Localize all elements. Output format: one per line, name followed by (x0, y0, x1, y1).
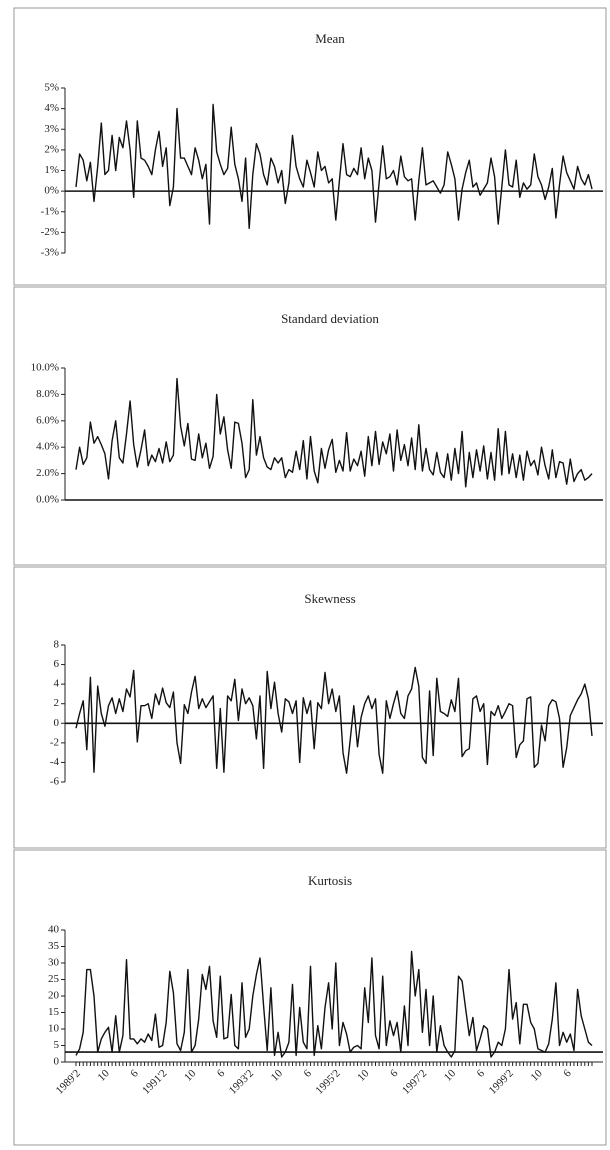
series-line (75, 103, 593, 229)
chart-title: Kurtosis (308, 873, 352, 888)
y-tick-label: 0 (54, 717, 60, 729)
x-tick-label: 6 (215, 1067, 228, 1080)
x-tick-label: 10 (442, 1067, 459, 1084)
y-tick-label: 5 (54, 1039, 60, 1051)
y-tick-label: -2% (41, 226, 59, 238)
y-tick-label: 4 (54, 678, 60, 690)
y-tick-label: 40 (48, 924, 60, 936)
y-tick-label: 2.0% (36, 467, 59, 479)
series-line (75, 950, 593, 1058)
y-tick-label: 5% (44, 82, 59, 94)
y-tick-label: 8 (54, 639, 60, 651)
x-tick-label: 6 (475, 1067, 488, 1080)
x-tick-label: 6 (388, 1067, 401, 1080)
x-tick-label: 10 (529, 1067, 546, 1084)
x-tick-label: 6 (128, 1067, 141, 1080)
x-tick-label: 1991'2 (140, 1067, 169, 1096)
x-tick-label: 1989'2 (54, 1067, 83, 1096)
x-tick-label: 1995'2 (313, 1067, 342, 1096)
chart-title: Standard deviation (281, 311, 379, 326)
y-tick-label: 15 (48, 1006, 60, 1018)
y-tick-label: 4% (44, 102, 59, 114)
x-tick-label: 1993'2 (227, 1067, 256, 1096)
y-tick-label: 10 (48, 1023, 60, 1035)
y-tick-label: 0% (44, 185, 59, 197)
y-tick-label: 4.0% (36, 441, 59, 453)
y-tick-label: 35 (48, 940, 60, 952)
y-tick-label: 10.0% (31, 362, 59, 374)
y-tick-label: -3% (41, 247, 59, 259)
x-tick-label: 10 (355, 1067, 372, 1084)
y-tick-label: -1% (41, 205, 59, 217)
series-line (75, 377, 593, 488)
chart-title: Mean (315, 31, 345, 46)
y-tick-label: 3% (44, 123, 59, 135)
y-tick-label: 0.0% (36, 494, 59, 506)
y-tick-label: 2% (44, 143, 59, 155)
y-tick-label: 30 (48, 957, 60, 969)
x-tick-label: 6 (301, 1067, 314, 1080)
y-tick-label: 8.0% (36, 388, 59, 400)
x-tick-label: 1997'2 (400, 1067, 429, 1096)
y-tick-label: -4 (50, 756, 60, 768)
y-tick-label: 25 (48, 973, 60, 985)
series-line (75, 666, 593, 774)
y-tick-label: 20 (48, 990, 60, 1002)
panel-frame (13, 849, 607, 1146)
panel-frame (13, 566, 607, 849)
y-tick-label: -2 (50, 736, 59, 748)
x-tick-label: 1999'2 (487, 1067, 516, 1096)
y-tick-label: 0 (54, 1056, 60, 1068)
chart-title: Skewness (304, 591, 355, 606)
x-tick-label: 10 (182, 1067, 199, 1084)
y-tick-label: -6 (50, 776, 60, 788)
x-tick-label: 10 (96, 1067, 113, 1084)
panel-frame (13, 286, 607, 566)
y-tick-label: 6 (54, 658, 60, 670)
x-tick-label: 6 (561, 1067, 574, 1080)
y-tick-label: 6.0% (36, 414, 59, 426)
panel-frame (13, 7, 607, 286)
y-tick-label: 2 (54, 697, 60, 709)
y-tick-label: 1% (44, 164, 59, 176)
x-tick-label: 10 (269, 1067, 286, 1084)
